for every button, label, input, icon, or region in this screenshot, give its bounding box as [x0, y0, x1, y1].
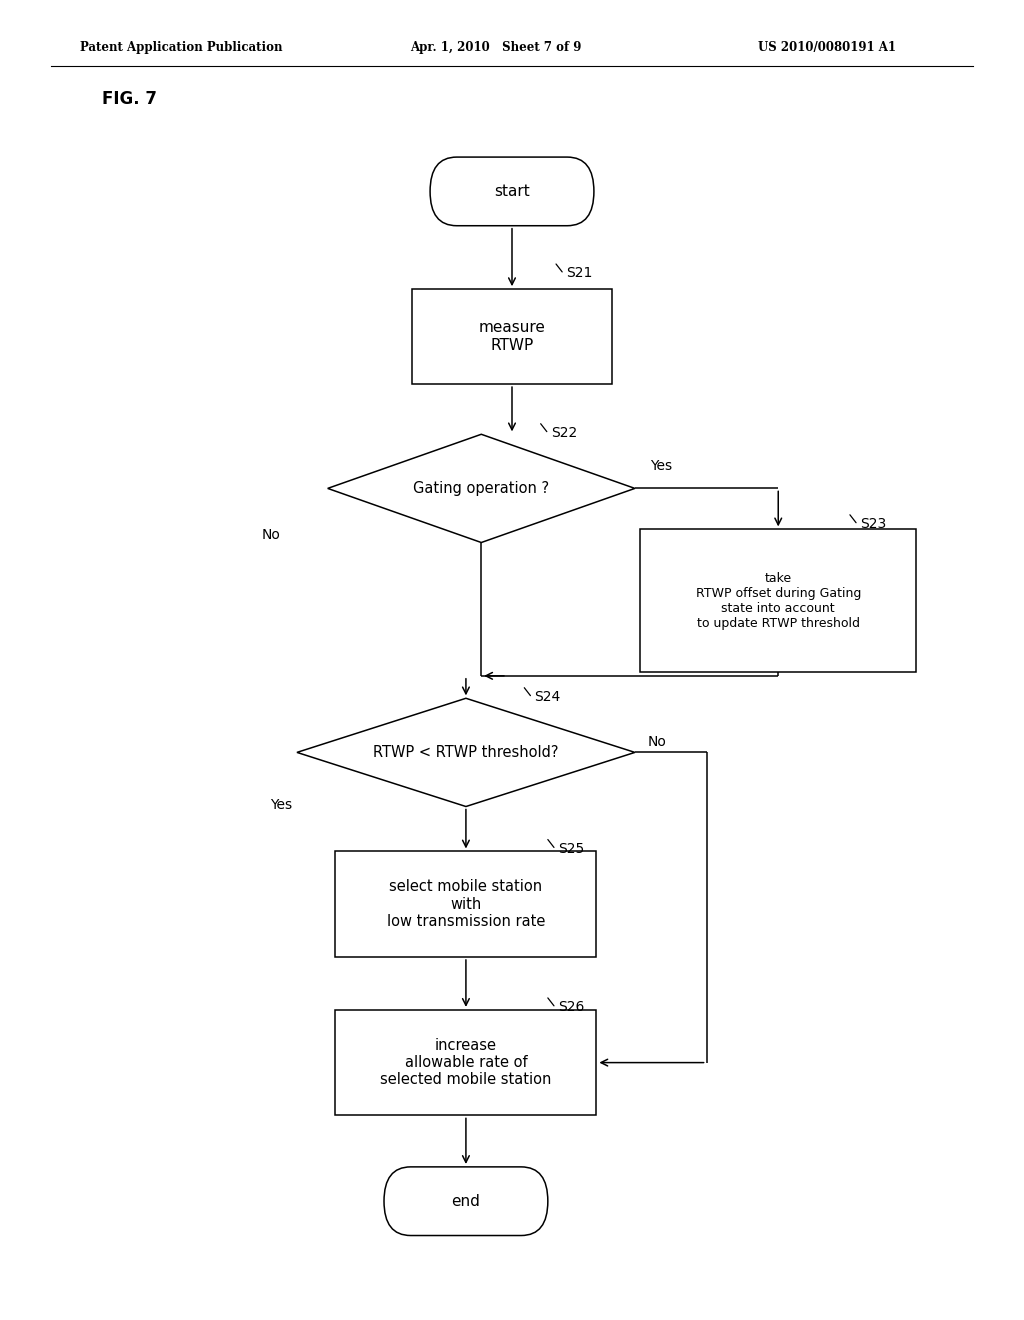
FancyBboxPatch shape	[640, 529, 916, 672]
Text: measure
RTWP: measure RTWP	[478, 321, 546, 352]
Text: select mobile station
with
low transmission rate: select mobile station with low transmiss…	[387, 879, 545, 929]
Text: Yes: Yes	[269, 799, 292, 812]
Text: S26: S26	[558, 1001, 585, 1014]
Text: RTWP < RTWP threshold?: RTWP < RTWP threshold?	[373, 744, 559, 760]
Text: Gating operation ?: Gating operation ?	[414, 480, 549, 496]
Text: end: end	[452, 1193, 480, 1209]
Polygon shape	[328, 434, 635, 543]
Text: No: No	[262, 528, 281, 541]
FancyBboxPatch shape	[336, 1010, 596, 1115]
Text: S24: S24	[535, 690, 561, 704]
Text: Patent Application Publication: Patent Application Publication	[80, 41, 283, 54]
Polygon shape	[297, 698, 635, 807]
Text: Yes: Yes	[650, 458, 673, 473]
Text: Apr. 1, 2010   Sheet 7 of 9: Apr. 1, 2010 Sheet 7 of 9	[410, 41, 581, 54]
Text: S21: S21	[566, 267, 593, 280]
FancyBboxPatch shape	[336, 851, 596, 957]
Text: S23: S23	[860, 517, 887, 531]
Text: No: No	[647, 735, 666, 748]
FancyBboxPatch shape	[412, 289, 611, 384]
Text: S22: S22	[551, 426, 578, 440]
Text: start: start	[495, 183, 529, 199]
Text: take
RTWP offset during Gating
state into account
to update RTWP threshold: take RTWP offset during Gating state int…	[695, 572, 861, 630]
FancyBboxPatch shape	[384, 1167, 548, 1236]
Text: increase
allowable rate of
selected mobile station: increase allowable rate of selected mobi…	[380, 1038, 552, 1088]
FancyBboxPatch shape	[430, 157, 594, 226]
Text: US 2010/0080191 A1: US 2010/0080191 A1	[758, 41, 896, 54]
Text: S25: S25	[558, 842, 585, 855]
Text: FIG. 7: FIG. 7	[102, 90, 158, 108]
